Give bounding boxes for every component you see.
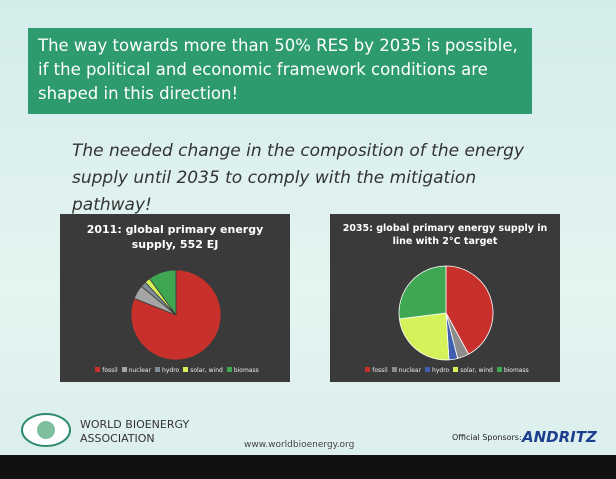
chart-panel: 2035: global primary energy supply in li… (330, 214, 560, 382)
logo (20, 412, 72, 448)
legend-swatch (122, 367, 127, 372)
legend-swatch (453, 367, 458, 372)
legend-label: hydro (162, 367, 179, 374)
legend-label: hydro (432, 367, 449, 374)
legend-label: nuclear (129, 367, 151, 374)
legend-swatch (365, 367, 370, 372)
chart-panel: 2011: global primary energy supply, 552 … (60, 214, 290, 382)
pie (60, 214, 290, 382)
legend: fossil nuclear hydro solar, wind biomass (60, 367, 290, 374)
pie-slice (399, 313, 449, 360)
legend-label: nuclear (399, 367, 421, 374)
legend-swatch (497, 367, 502, 372)
screen-edge (0, 455, 616, 479)
legend-swatch (155, 367, 160, 372)
slide: The way towards more than 50% RES by 203… (0, 0, 616, 479)
sponsor: ANDRITZ (522, 428, 597, 446)
organization: WORLD BIOENERGY ASSOCIATION (80, 418, 200, 446)
pie (330, 214, 560, 382)
legend-label: fossil (372, 367, 387, 374)
website: www.worldbioenergy.org (244, 440, 354, 450)
legend-swatch (183, 367, 188, 372)
legend-label: biomass (234, 367, 259, 374)
pie-slice (399, 266, 446, 319)
legend-label: fossil (102, 367, 117, 374)
legend-swatch (95, 367, 100, 372)
headline: The way towards more than 50% RES by 203… (28, 28, 532, 114)
subtitle: The needed change in the composition of … (72, 138, 552, 219)
legend: fossil nuclear hydro solar, wind biomass (330, 367, 560, 374)
legend-swatch (227, 367, 232, 372)
legend-label: solar, wind (460, 367, 493, 374)
legend-swatch (392, 367, 397, 372)
sponsors-label: Official Sponsors: (452, 433, 522, 442)
legend-label: solar, wind (190, 367, 223, 374)
legend-swatch (425, 367, 430, 372)
legend-label: biomass (504, 367, 529, 374)
